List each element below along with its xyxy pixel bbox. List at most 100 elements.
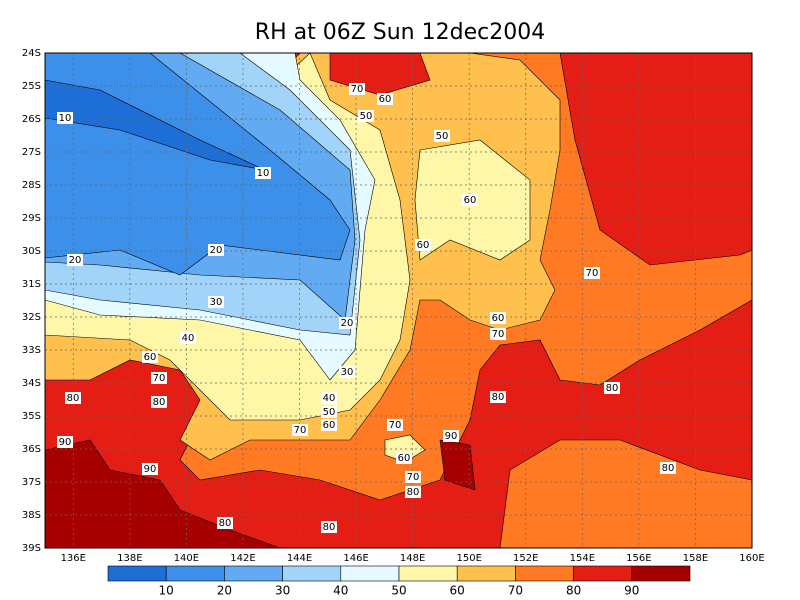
lon-label: 138E: [117, 553, 142, 564]
contour-label-bg: [405, 486, 421, 498]
lon-label: 152E: [513, 553, 538, 564]
region: [499, 439, 752, 548]
contour-label: 60: [379, 94, 392, 105]
title: RH at 06Z Sun 12dec2004: [255, 20, 545, 45]
contour-label-bg: [321, 419, 337, 431]
contour-label-bg: [349, 83, 365, 95]
lon-label: 148E: [400, 553, 425, 564]
contour-label: 50: [323, 407, 336, 418]
colorbar-swatch: [573, 565, 633, 582]
lat-label: 26S: [22, 114, 41, 125]
contour-label-bg: [151, 372, 167, 384]
contour-label: 80: [323, 522, 336, 533]
contour-label: 60: [398, 453, 411, 464]
contour-label: 60: [323, 420, 336, 431]
lon-label: 146E: [343, 553, 368, 564]
contour-label-bg: [490, 312, 506, 324]
colorbar-label: 50: [391, 584, 406, 598]
contour-label-bg: [208, 244, 224, 256]
colorbar-label: 30: [275, 584, 290, 598]
lat-label: 35S: [22, 411, 41, 422]
contour-label-bg: [377, 93, 393, 105]
contour-label: 20: [210, 245, 223, 256]
contour-label-bg: [57, 436, 73, 448]
contour-fill: [45, 53, 752, 548]
contour-label-bg: [142, 351, 158, 363]
lon-label: 156E: [626, 553, 651, 564]
contour-label: 10: [257, 168, 270, 179]
contour-label-bg: [462, 194, 478, 206]
contour-label: 80: [219, 518, 232, 529]
contour-label-bg: [255, 167, 271, 179]
colorbar-label: 40: [333, 584, 348, 598]
contour-label-bg: [57, 112, 73, 124]
colorbar-label: 70: [508, 584, 523, 598]
contour-label-bg: [180, 332, 196, 344]
contour-label-bg: [321, 521, 337, 533]
contour-label-bg: [387, 419, 403, 431]
colorbar-swatch: [107, 565, 167, 582]
lon-label: 140E: [174, 553, 199, 564]
contour-label-bg: [490, 391, 506, 403]
colorbar-swatch: [165, 565, 225, 582]
contour-label-bg: [321, 406, 337, 418]
contour-label-bg: [217, 517, 233, 529]
colorbar-swatch: [631, 565, 691, 582]
contour-label: 20: [69, 255, 82, 266]
contour-label-bg: [292, 424, 308, 436]
contour-label: 50: [360, 111, 373, 122]
contour-label: 70: [492, 329, 505, 340]
colorbar-label: 90: [624, 584, 639, 598]
contour-label: 60: [464, 195, 477, 206]
lat-label: 38S: [22, 510, 41, 521]
contour-label: 30: [210, 297, 223, 308]
contour-label: 80: [407, 487, 420, 498]
colorbar-label: 80: [566, 584, 581, 598]
lat-label: 27S: [22, 147, 41, 158]
contour-label-bg: [67, 254, 83, 266]
contour-label: 70: [153, 373, 166, 384]
contour-label-bg: [490, 328, 506, 340]
colorbar-swatch: [515, 565, 574, 582]
contour-label: 40: [323, 393, 336, 404]
contour-label: 90: [59, 437, 72, 448]
contour-label-bg: [584, 267, 600, 279]
contour-label: 70: [407, 472, 420, 483]
contour-label: 90: [144, 464, 157, 475]
contour-label-bg: [339, 366, 355, 378]
lat-label: 32S: [22, 312, 41, 323]
contour-label: 30: [341, 367, 354, 378]
lat-label: 31S: [22, 279, 41, 290]
contour-label: 60: [144, 352, 157, 363]
lat-label: 25S: [22, 81, 41, 92]
contour-label: 80: [492, 392, 505, 403]
plot-frame: [44, 52, 753, 549]
contour-label: 70: [351, 84, 364, 95]
contour-label: 10: [59, 113, 72, 124]
contour-label-bg: [358, 110, 374, 122]
region: [45, 439, 281, 548]
lon-label: 154E: [570, 553, 595, 564]
contour-label: 80: [662, 463, 675, 474]
contour-label-bg: [65, 392, 81, 404]
region: [384, 434, 426, 463]
colorbar-swatch: [224, 565, 283, 582]
lon-label: 144E: [287, 553, 312, 564]
colorbar-label: 20: [217, 584, 232, 598]
lon-label: 136E: [61, 553, 86, 564]
contour-label: 60: [417, 240, 430, 251]
contour-label-bg: [434, 130, 450, 142]
contour-label-bg: [405, 471, 421, 483]
colorbar-swatch: [456, 565, 516, 582]
contour-label: 80: [67, 393, 80, 404]
colorbar-swatch: [282, 565, 342, 582]
contour-label-bg: [604, 382, 620, 394]
lat-label: 33S: [22, 345, 41, 356]
contour-label: 90: [445, 431, 458, 442]
colorbar-swatch: [340, 565, 400, 582]
contour-label: 40: [182, 333, 195, 344]
contour-label-bg: [321, 392, 337, 404]
lon-label: 150E: [456, 553, 481, 564]
colorbar-swatch: [398, 565, 458, 582]
